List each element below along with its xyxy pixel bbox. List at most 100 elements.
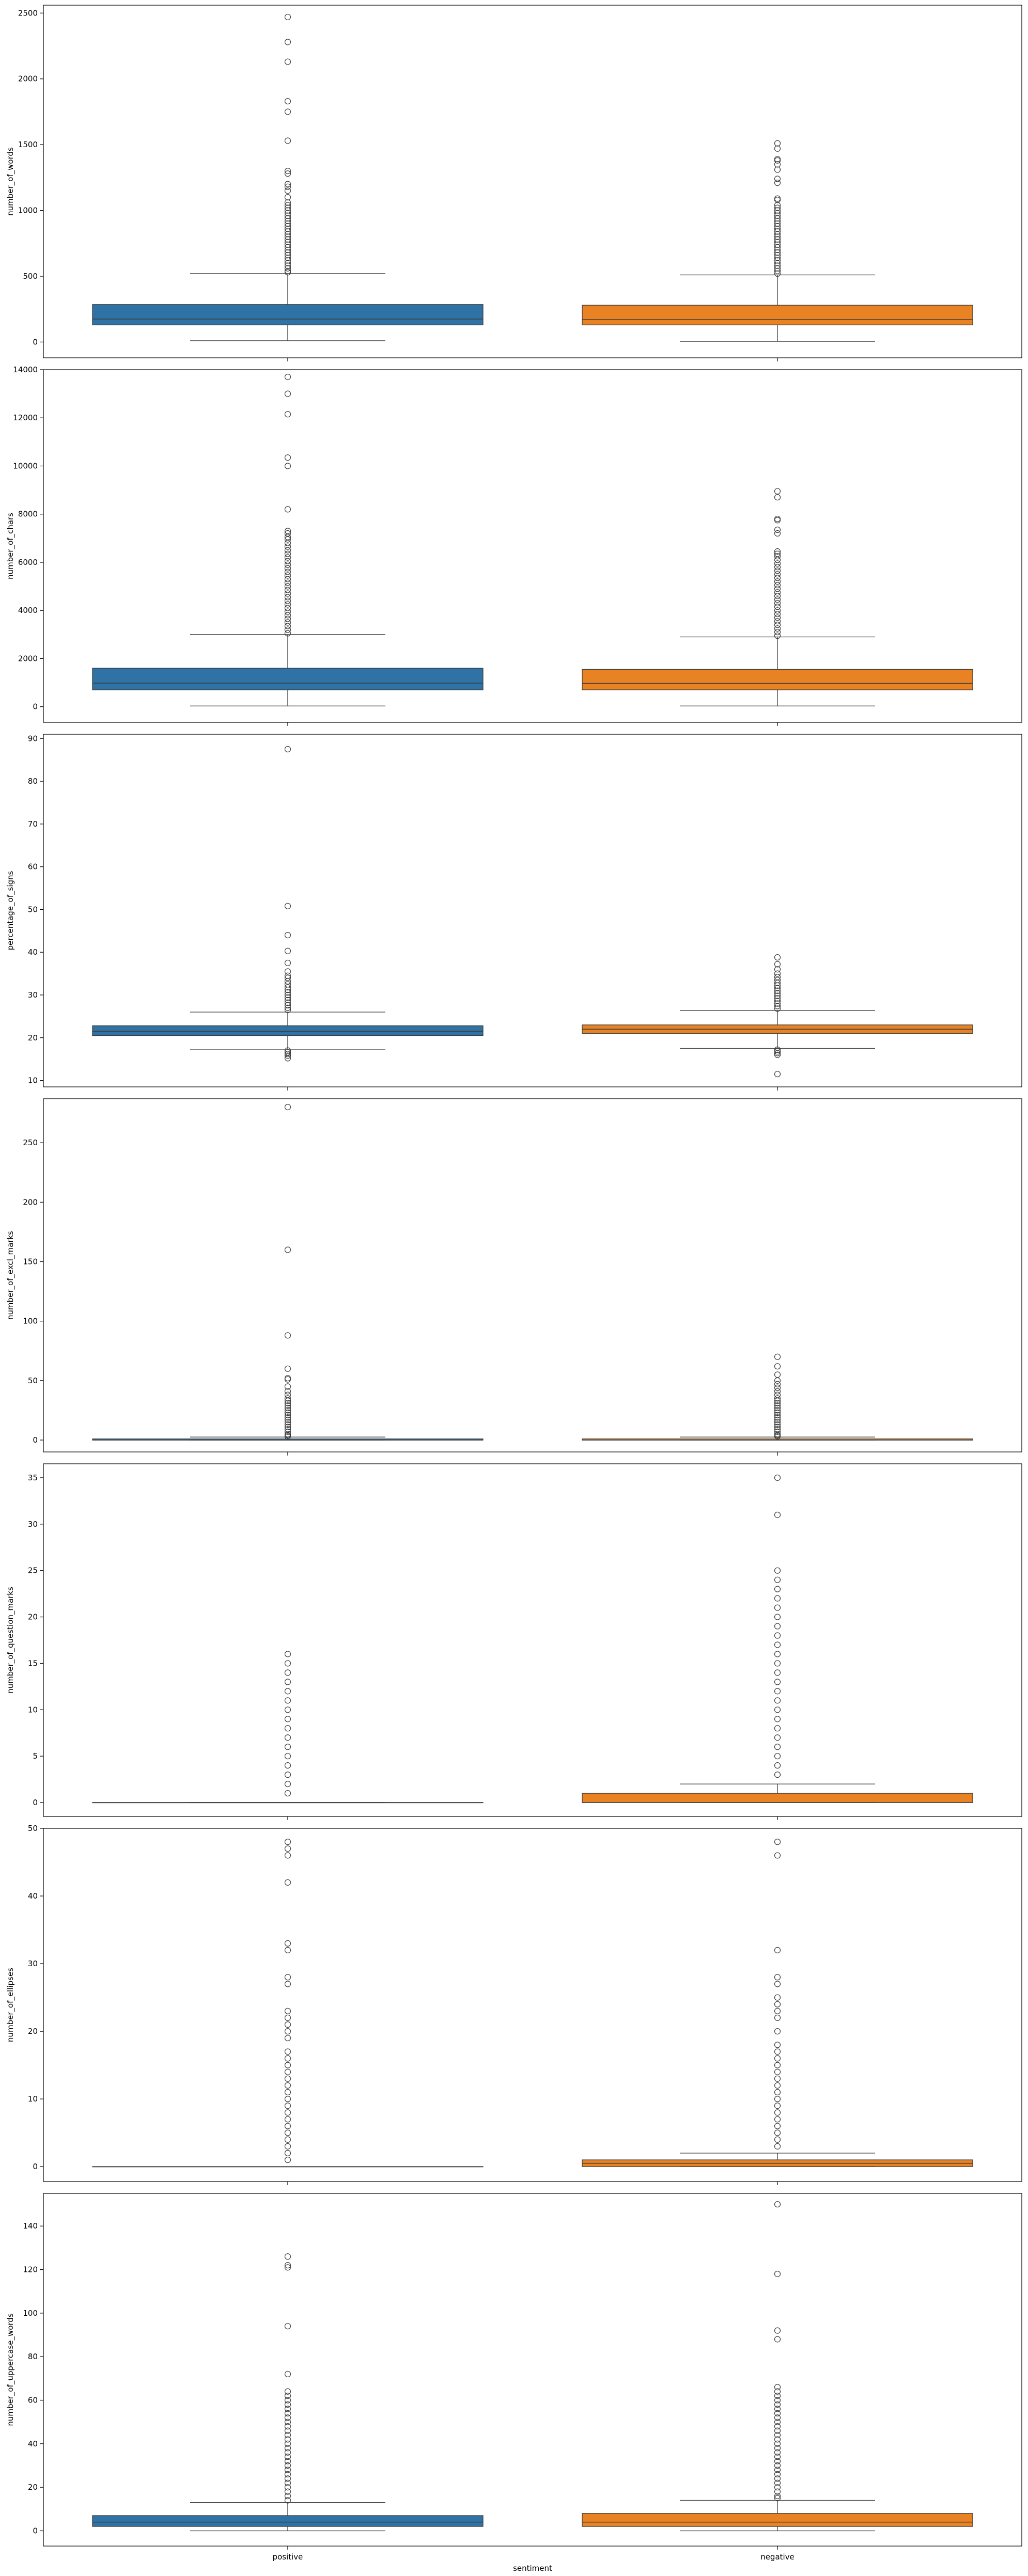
outlier-point	[284, 1412, 291, 1418]
y-tick-label: 10	[28, 1705, 38, 1714]
outlier-point	[774, 515, 781, 523]
outlier-point	[774, 1744, 781, 1750]
x-tick-label-negative: negative	[760, 2552, 795, 2562]
outlier-point	[774, 1669, 781, 1676]
outlier-point	[284, 999, 291, 1006]
outlier-point	[774, 197, 781, 203]
outlier-point	[284, 39, 291, 45]
outlier-point	[774, 1000, 781, 1007]
outlier-point	[284, 454, 291, 461]
outlier-point	[284, 630, 291, 637]
outlier-point	[774, 239, 781, 245]
outlier-point	[774, 2445, 781, 2452]
outlier-point	[284, 1395, 291, 1402]
outlier-point	[774, 1414, 781, 1421]
outlier-point	[774, 578, 781, 585]
outlier-point	[774, 2392, 781, 2399]
outlier-point	[284, 204, 291, 211]
outlier-point	[284, 2471, 291, 2477]
outlier-point	[774, 2467, 781, 2473]
outlier-point	[284, 260, 291, 266]
outlier-point	[774, 2028, 781, 2035]
outlier-point	[774, 987, 781, 994]
outlier-point	[284, 58, 291, 65]
axes-frame	[43, 1463, 1022, 1817]
outlier-point	[284, 1433, 291, 1440]
outlier-point	[774, 550, 781, 557]
outlier-point	[774, 202, 781, 209]
outlier-point	[284, 994, 291, 1001]
outlier-point	[774, 2414, 781, 2421]
outlier-point	[774, 2410, 781, 2416]
outlier-point	[284, 1002, 291, 1008]
y-tick-label: 5	[33, 1751, 38, 1761]
outlier-point	[284, 605, 291, 611]
outlier-point	[284, 947, 291, 954]
outlier-point	[284, 2440, 291, 2447]
outlier-point	[284, 997, 291, 1004]
outlier-point	[284, 601, 291, 608]
outlier-point	[774, 1660, 781, 1667]
outlier-point	[774, 1641, 781, 1648]
outlier-point	[774, 985, 781, 991]
outlier-point	[774, 1433, 781, 1440]
y-tick-label: 50	[28, 1824, 38, 1833]
outlier-point	[774, 625, 781, 632]
outlier-point	[284, 2028, 291, 2035]
axes-frame	[43, 5, 1022, 358]
outlier-point	[774, 593, 781, 599]
outlier-point	[284, 2436, 291, 2443]
outlier-point	[284, 2497, 291, 2504]
outlier-point	[774, 2436, 781, 2443]
outlier-point	[284, 187, 291, 194]
y-tick-label: 25	[28, 1566, 38, 1575]
outlier-point	[774, 1363, 781, 1370]
y-tick-label: 100	[23, 1317, 38, 1326]
outlier-point	[774, 233, 781, 240]
y-tick-label: 0	[33, 2162, 38, 2171]
outlier-point	[774, 1409, 781, 1416]
y-tick-label: 90	[28, 734, 38, 743]
outlier-point	[774, 1762, 781, 1769]
outlier-point	[284, 2406, 291, 2412]
outlier-point	[284, 241, 291, 248]
subplot-7: 0 20 40 60 80 100 120 140 number_of_uppercase_wo…	[6, 2193, 1022, 2550]
y-tick-label: 0	[33, 2526, 38, 2535]
outlier-point	[774, 1384, 781, 1391]
outlier-point	[774, 1046, 781, 1053]
outlier-point	[774, 260, 781, 266]
outlier-point	[774, 1412, 781, 1418]
outlier-point	[774, 2001, 781, 2008]
outlier-point	[284, 1879, 291, 1886]
box-negative	[582, 1353, 973, 1441]
outlier-point	[284, 231, 291, 238]
y-axis-label: number_of_question_marks	[6, 1587, 15, 1694]
outlier-point	[774, 2406, 781, 2412]
outlier-point	[774, 157, 781, 164]
outlier-point	[774, 622, 781, 628]
outlier-point	[284, 373, 291, 381]
outlier-point	[284, 536, 291, 543]
outlier-point	[774, 2270, 781, 2278]
outlier-point	[284, 2445, 291, 2452]
outlier-point	[774, 1697, 781, 1704]
outlier-point	[284, 968, 291, 975]
outlier-point	[774, 2397, 781, 2404]
outlier-point	[774, 604, 781, 610]
outlier-point	[774, 161, 781, 168]
outlier-point	[774, 212, 781, 219]
y-axis-label: number_of_words	[6, 147, 15, 216]
outlier-point	[284, 608, 291, 615]
outlier-point	[774, 614, 781, 621]
outlier-point	[284, 257, 291, 264]
box-positive	[92, 746, 484, 1062]
outlier-point	[284, 1365, 291, 1372]
outlier-point	[284, 984, 291, 991]
outlier-point	[774, 1402, 781, 1409]
outlier-point	[284, 2136, 291, 2143]
y-tick-label: 6000	[18, 558, 38, 567]
outlier-point	[774, 2075, 781, 2082]
outlier-point	[284, 1688, 291, 1695]
outlier-point	[774, 560, 781, 567]
